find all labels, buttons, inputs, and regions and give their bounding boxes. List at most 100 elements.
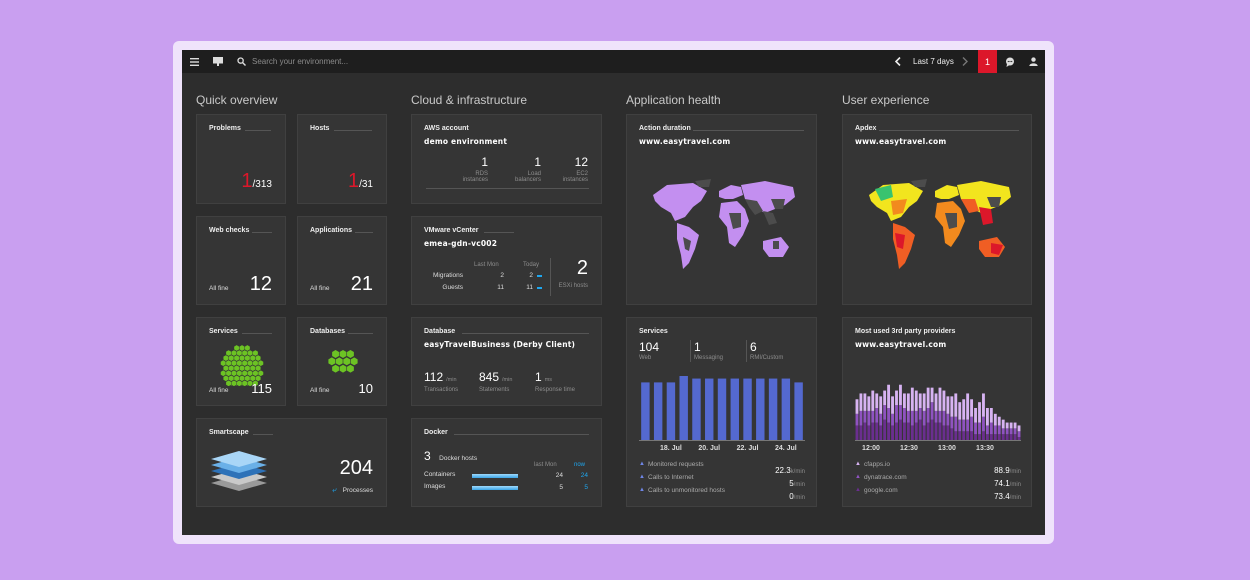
provider-bar-segment[interactable] bbox=[918, 408, 922, 420]
provider-bar-segment[interactable] bbox=[871, 422, 875, 440]
action-duration-tile[interactable]: Action duration www.easytravel.com bbox=[626, 114, 817, 305]
user-icon[interactable] bbox=[1026, 50, 1040, 73]
provider-bar-segment[interactable] bbox=[902, 393, 906, 408]
provider-bar-segment[interactable] bbox=[1013, 428, 1017, 435]
provider-bar-segment[interactable] bbox=[855, 399, 859, 414]
provider-bar-segment[interactable] bbox=[958, 402, 962, 420]
menu-icon[interactable] bbox=[188, 50, 200, 73]
provider-bar-segment[interactable] bbox=[958, 431, 962, 440]
provider-bar-segment[interactable] bbox=[887, 408, 891, 423]
provider-bar-segment[interactable] bbox=[855, 413, 859, 426]
provider-bar-segment[interactable] bbox=[954, 431, 958, 440]
provider-bar-segment[interactable] bbox=[883, 405, 887, 420]
services-bar[interactable] bbox=[679, 376, 688, 440]
apdex-tile[interactable]: Apdex www.easytravel.com bbox=[842, 114, 1032, 305]
provider-bar-segment[interactable] bbox=[938, 410, 942, 423]
provider-bar-segment[interactable] bbox=[989, 408, 993, 423]
smartscape-tile[interactable]: Smartscape 204 ⤶ Processes bbox=[196, 418, 387, 507]
vmware-vcenter-tile[interactable]: VMware vCenter emea-gdn-vc002 Last Mon T… bbox=[411, 216, 602, 305]
provider-bar-segment[interactable] bbox=[883, 390, 887, 406]
provider-bar-segment[interactable] bbox=[914, 410, 918, 423]
provider-bar-segment[interactable] bbox=[922, 410, 926, 426]
services-bar[interactable] bbox=[692, 378, 701, 440]
services-bar[interactable] bbox=[666, 382, 676, 440]
provider-bar-segment[interactable] bbox=[962, 399, 966, 420]
provider-bar-segment[interactable] bbox=[875, 393, 879, 408]
problem-alert-badge[interactable]: 1 bbox=[978, 50, 997, 73]
services-bar[interactable] bbox=[743, 378, 752, 440]
provider-bar-segment[interactable] bbox=[1017, 431, 1021, 438]
services-bar[interactable] bbox=[768, 378, 778, 440]
legend-row[interactable]: ▲ Calls to Internet 5/min bbox=[639, 473, 805, 488]
provider-bar-segment[interactable] bbox=[934, 410, 938, 423]
services-bar[interactable] bbox=[794, 382, 803, 440]
provider-bar-segment[interactable] bbox=[1017, 437, 1021, 440]
aws-account-tile[interactable]: AWS account demo environment 1 RDS instanc… bbox=[411, 114, 602, 204]
provider-bar-segment[interactable] bbox=[899, 384, 902, 406]
provider-bar-segment[interactable] bbox=[970, 431, 974, 440]
services-tile[interactable]: Services All fine 115 bbox=[196, 317, 286, 406]
provider-bar-segment[interactable] bbox=[982, 416, 985, 432]
provider-bar-segment[interactable] bbox=[966, 393, 970, 420]
provider-bar-segment[interactable] bbox=[863, 422, 867, 440]
provider-bar-segment[interactable] bbox=[1001, 419, 1005, 429]
provider-bar-segment[interactable] bbox=[910, 387, 914, 411]
provider-bar-segment[interactable] bbox=[938, 387, 942, 411]
provider-bar-segment[interactable] bbox=[1009, 434, 1013, 440]
provider-bar-segment[interactable] bbox=[875, 422, 879, 440]
provider-bar-segment[interactable] bbox=[930, 402, 934, 420]
provider-bar-segment[interactable] bbox=[914, 390, 918, 411]
provider-bar-segment[interactable] bbox=[1009, 422, 1013, 429]
provider-bar-segment[interactable] bbox=[1001, 434, 1005, 440]
applications-tile[interactable]: Applications All fine 21 bbox=[297, 216, 387, 305]
provider-bar-segment[interactable] bbox=[985, 434, 989, 440]
provider-bar-segment[interactable] bbox=[867, 425, 871, 440]
provider-bar-segment[interactable] bbox=[902, 408, 906, 423]
services-bar[interactable] bbox=[641, 382, 650, 440]
provider-bar-segment[interactable] bbox=[978, 402, 981, 423]
provider-bar-segment[interactable] bbox=[859, 425, 863, 440]
provider-bar-segment[interactable] bbox=[926, 387, 930, 408]
provider-bar-segment[interactable] bbox=[978, 434, 981, 440]
provider-bar-segment[interactable] bbox=[1013, 422, 1017, 429]
provider-bar-segment[interactable] bbox=[950, 416, 954, 429]
provider-bar-segment[interactable] bbox=[942, 390, 946, 411]
provider-bar-segment[interactable] bbox=[997, 434, 1001, 440]
provider-bar-segment[interactable] bbox=[910, 410, 914, 426]
provider-bar-segment[interactable] bbox=[954, 416, 958, 432]
third-party-providers-tile[interactable]: Most used 3rd party providers www.easytr… bbox=[842, 317, 1032, 507]
provider-bar-segment[interactable] bbox=[950, 428, 954, 440]
provider-bar-segment[interactable] bbox=[887, 384, 891, 408]
provider-bar-segment[interactable] bbox=[926, 408, 930, 423]
provider-bar-segment[interactable] bbox=[1013, 434, 1017, 440]
provider-bar-segment[interactable] bbox=[974, 434, 977, 440]
databases-tile[interactable]: Databases All fine 10 bbox=[297, 317, 387, 406]
provider-bar-segment[interactable] bbox=[859, 393, 863, 411]
provider-bar-segment[interactable] bbox=[895, 390, 898, 406]
provider-bar-segment[interactable] bbox=[1005, 434, 1009, 440]
legend-row[interactable]: ▲ cfapps.io 88.9/min bbox=[855, 460, 1021, 475]
services-chart-tile[interactable]: Services 104 Web 1 Messaging 6 RMI/Custom 18.… bbox=[626, 317, 817, 507]
services-bar[interactable] bbox=[781, 378, 791, 440]
provider-bar-segment[interactable] bbox=[899, 419, 902, 440]
provider-bar-segment[interactable] bbox=[974, 422, 977, 435]
provider-bar-segment[interactable] bbox=[895, 405, 898, 423]
legend-row[interactable]: ▲ Monitored requests 22.3k/min bbox=[639, 460, 805, 475]
provider-bar-segment[interactable] bbox=[906, 393, 910, 411]
provider-bar-segment[interactable] bbox=[859, 410, 863, 426]
provider-bar-segment[interactable] bbox=[958, 419, 962, 432]
provider-bar-segment[interactable] bbox=[946, 396, 950, 414]
provider-bar-segment[interactable] bbox=[993, 425, 997, 435]
provider-bar-segment[interactable] bbox=[879, 425, 883, 440]
provider-bar-segment[interactable] bbox=[895, 422, 898, 440]
provider-bar-segment[interactable] bbox=[997, 425, 1001, 435]
provider-bar-segment[interactable] bbox=[1017, 425, 1021, 432]
provider-bar-segment[interactable] bbox=[954, 393, 958, 417]
provider-bar-segment[interactable] bbox=[1005, 428, 1009, 435]
hosts-tile[interactable]: Hosts 1/31 bbox=[297, 114, 387, 204]
provider-bar-segment[interactable] bbox=[914, 422, 918, 440]
timeframe-selector[interactable]: Last 7 days bbox=[913, 57, 954, 66]
provider-bar-segment[interactable] bbox=[930, 387, 934, 403]
provider-bar-segment[interactable] bbox=[985, 408, 989, 426]
docker-tile[interactable]: Docker 3 Docker hosts last Mon now Conta… bbox=[411, 418, 602, 507]
